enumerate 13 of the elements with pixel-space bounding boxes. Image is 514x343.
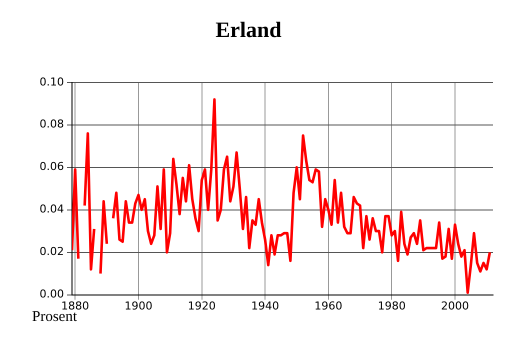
x-tick-label: 1960: [314, 299, 342, 312]
y-tick-label: 0.02: [40, 245, 64, 258]
y-tick-label: 0.00: [40, 288, 64, 301]
y-tick-label: 0.04: [40, 202, 64, 216]
x-tick-label: 1980: [378, 299, 406, 312]
x-tick-label: 2000: [441, 299, 470, 312]
x-tick-label: 1940: [251, 299, 280, 312]
y-tick-label: 0.08: [40, 118, 64, 131]
y-tick-label: 0.10: [40, 75, 64, 88]
y-tick-label: 0.06: [40, 160, 64, 174]
x-tick-label: 1900: [124, 299, 152, 312]
x-tick-label: 1920: [188, 299, 216, 312]
chart-title: Erland: [215, 16, 282, 42]
